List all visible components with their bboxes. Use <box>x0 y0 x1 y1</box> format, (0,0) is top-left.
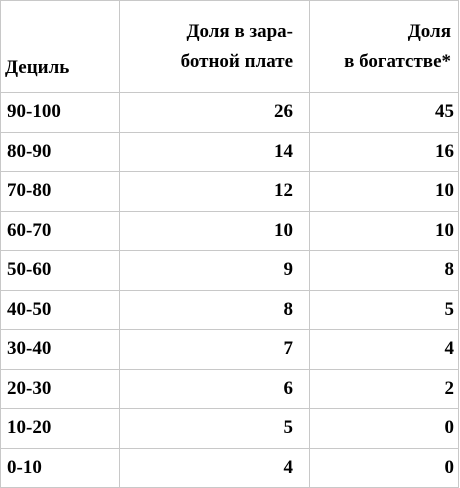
decile-cell: 90-100 <box>0 92 120 133</box>
table-row: 10-20 5 0 <box>0 408 459 449</box>
table-row: 50-60 9 8 <box>0 250 459 291</box>
table-row: 40-50 8 5 <box>0 289 459 330</box>
wealth-share-cell: 0 <box>309 408 459 449</box>
header-wealth-line-1: Доля <box>407 20 451 42</box>
decile-cell: 30-40 <box>0 329 120 370</box>
table-row: 0-10 4 0 <box>0 447 459 488</box>
wealth-share-cell: 16 <box>309 131 459 172</box>
wealth-share-cell: 45 <box>309 92 459 133</box>
wage-share-cell: 5 <box>119 408 310 449</box>
decile-cell: 50-60 <box>0 250 120 291</box>
table-row: 60-70 10 10 <box>0 210 459 251</box>
wage-share-cell: 6 <box>119 368 310 409</box>
header-row: Дециль Доля в зара- ботной плате Доля в … <box>0 0 459 93</box>
header-decile: Дециль <box>0 0 120 93</box>
wealth-share-cell: 4 <box>309 329 459 370</box>
wealth-share-cell: 10 <box>309 171 459 212</box>
table-row: 90-100 26 45 <box>0 92 459 133</box>
wage-share-cell: 7 <box>119 329 310 370</box>
table-row: 80-90 14 16 <box>0 131 459 172</box>
header-wealth-share: Доля в богатстве* <box>309 0 459 93</box>
wealth-share-cell: 10 <box>309 210 459 251</box>
wage-share-cell: 12 <box>119 171 310 212</box>
table-row: 30-40 7 4 <box>0 329 459 370</box>
wealth-share-cell: 8 <box>309 250 459 291</box>
decile-cell: 0-10 <box>0 447 120 488</box>
header-wage-line-2: ботной плате <box>180 50 293 72</box>
decile-cell: 70-80 <box>0 171 120 212</box>
header-wage-line-1: Доля в зара- <box>186 20 293 42</box>
wage-share-cell: 8 <box>119 289 310 330</box>
wealth-share-cell: 5 <box>309 289 459 330</box>
header-wealth-line-2: в богатстве* <box>344 50 451 72</box>
table-row: 20-30 6 2 <box>0 368 459 409</box>
decile-cell: 20-30 <box>0 368 120 409</box>
wage-share-cell: 14 <box>119 131 310 172</box>
wage-share-cell: 10 <box>119 210 310 251</box>
table-header: Дециль Доля в зара- ботной плате Доля в … <box>0 0 459 93</box>
decile-cell: 80-90 <box>0 131 120 172</box>
decile-cell: 60-70 <box>0 210 120 251</box>
decile-cell: 40-50 <box>0 289 120 330</box>
wage-share-cell: 4 <box>119 447 310 488</box>
table-body: 90-100 26 45 80-90 14 16 70-80 12 10 60-… <box>0 92 459 488</box>
table-row: 70-80 12 10 <box>0 171 459 212</box>
wage-share-cell: 9 <box>119 250 310 291</box>
wealth-share-cell: 0 <box>309 447 459 488</box>
wealth-share-cell: 2 <box>309 368 459 409</box>
wage-share-cell: 26 <box>119 92 310 133</box>
header-wage-share: Доля в зара- ботной плате <box>119 0 310 93</box>
decile-cell: 10-20 <box>0 408 120 449</box>
